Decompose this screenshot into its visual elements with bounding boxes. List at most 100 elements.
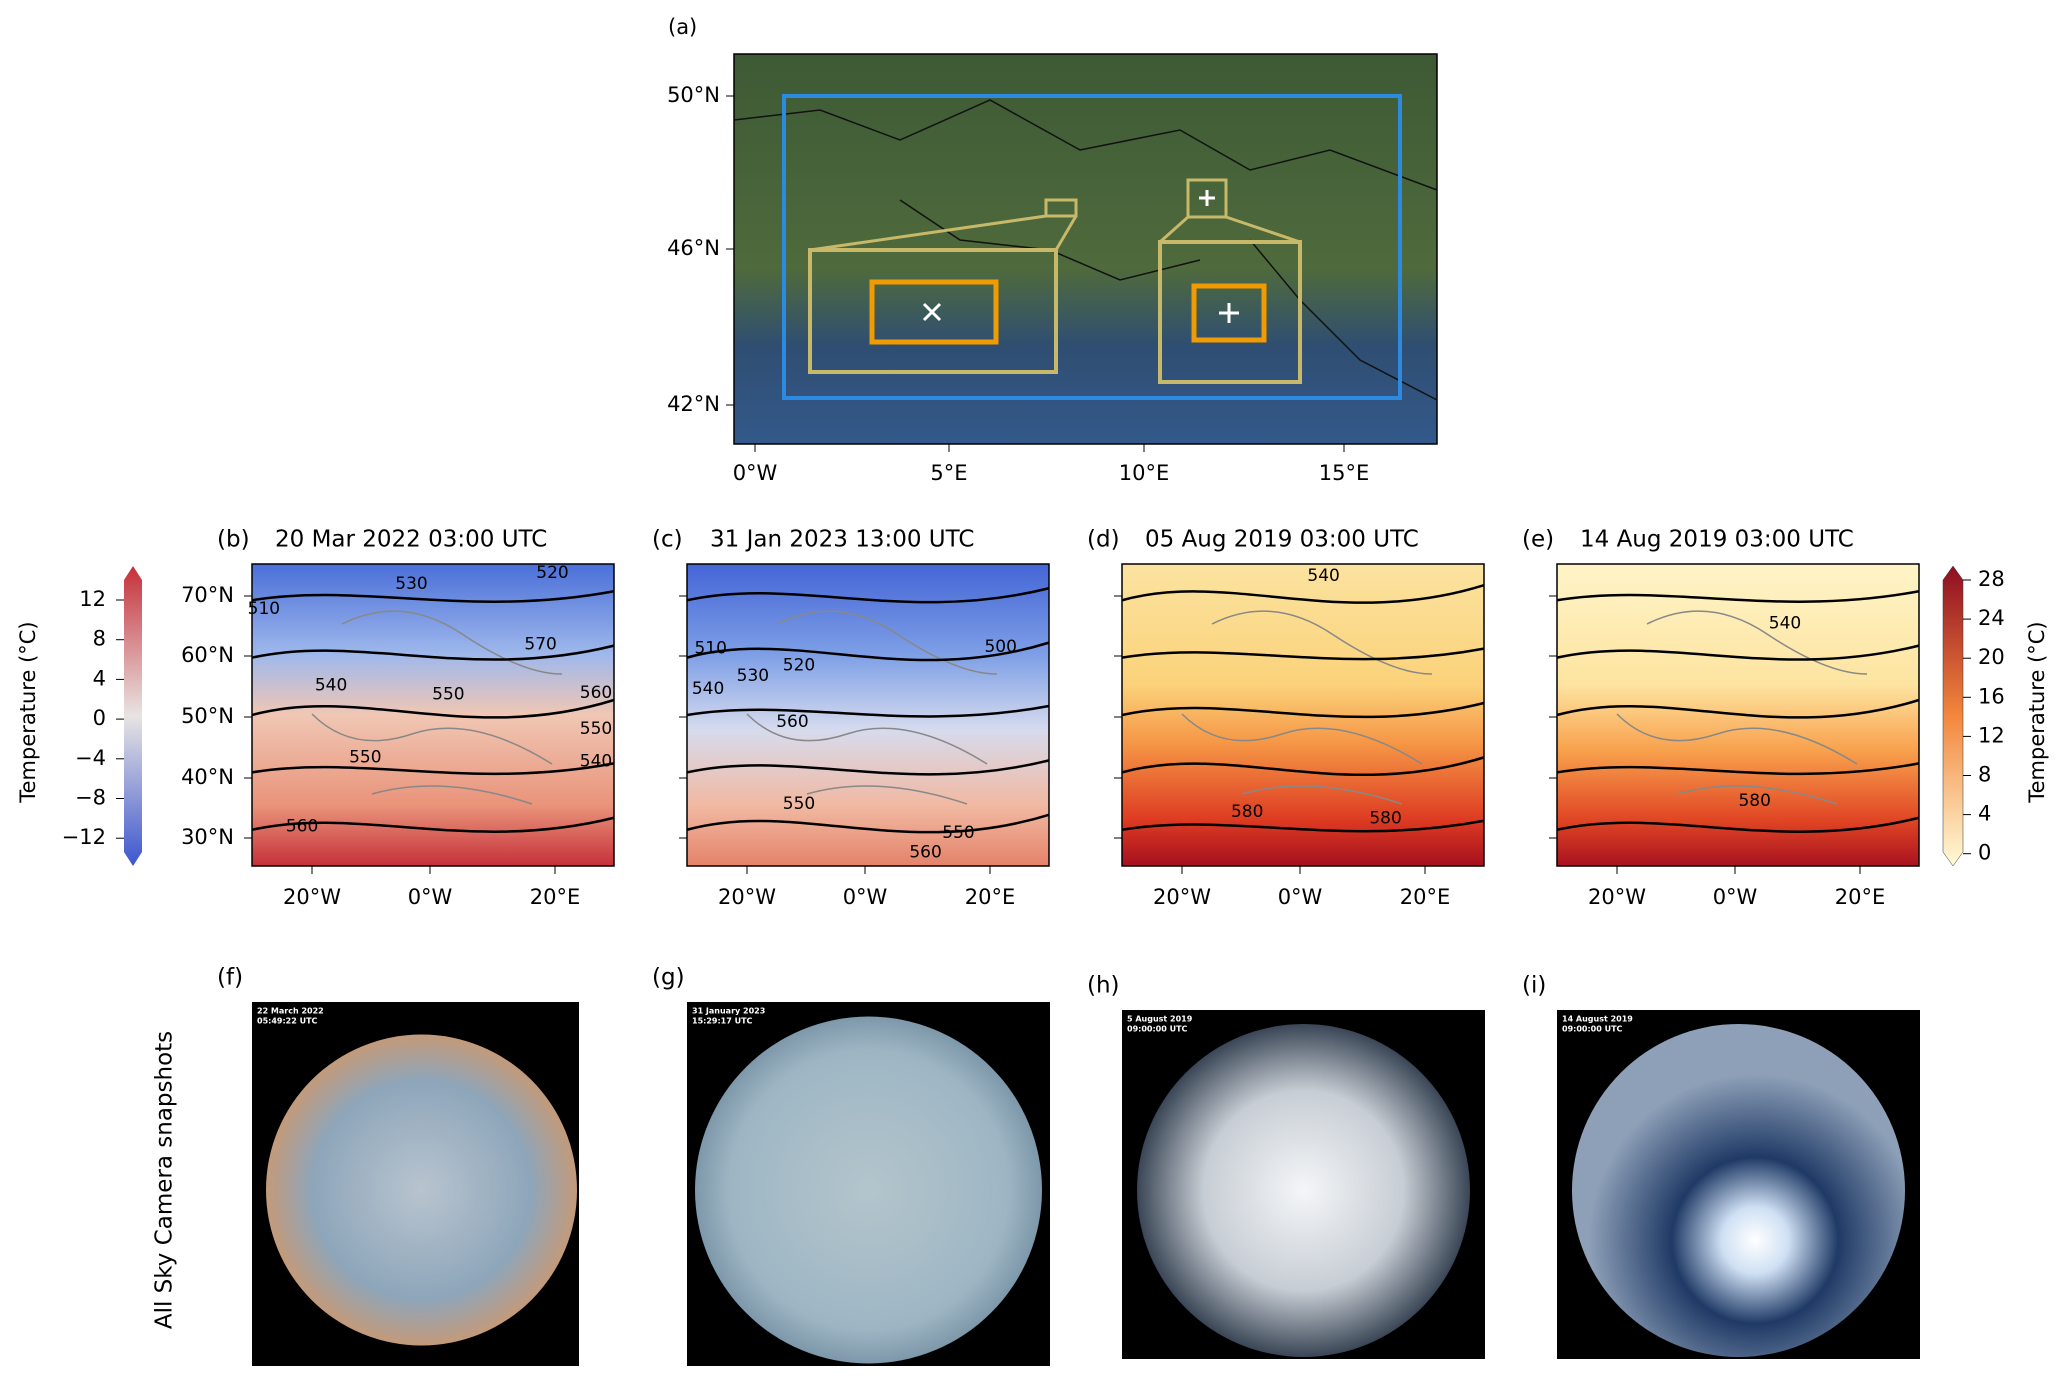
y-tick-label: 60°N xyxy=(181,643,234,667)
colorbar-tick-label: 0 xyxy=(93,706,106,730)
site-marker xyxy=(1199,190,1239,323)
colorbar-tick-label: 4 xyxy=(1978,802,1991,826)
x-tick-label: 20°E xyxy=(530,885,581,909)
camera-date: 22 March 2022 xyxy=(257,1007,324,1016)
contour xyxy=(1121,701,1485,719)
contour xyxy=(1556,698,1920,719)
colorbar-tick-label: 12 xyxy=(1978,723,2005,747)
contour-label: 560 xyxy=(580,683,612,703)
contour-label: 560 xyxy=(909,843,941,863)
contour xyxy=(1121,819,1485,833)
camera-time: 09:00:00 UTC xyxy=(1562,1025,1623,1034)
y-tick-label: 70°N xyxy=(181,583,234,607)
zoom-box xyxy=(808,248,1058,374)
contour xyxy=(1556,590,1920,603)
row-label: All Sky Camera snapshots xyxy=(152,1031,178,1329)
y-tick-label: 40°N xyxy=(181,765,234,789)
y-tick-label: 50°N xyxy=(667,83,720,107)
contour-label: 530 xyxy=(395,574,427,594)
contour xyxy=(251,698,615,719)
x-tick-label: 20°W xyxy=(718,885,776,909)
panel-title: 05 Aug 2019 03:00 UTC xyxy=(1145,527,1419,553)
domain-box xyxy=(782,94,1402,400)
x-tick-label: 0°W xyxy=(1278,885,1323,909)
x-tick-label: 15°E xyxy=(1319,461,1370,485)
contour-label: 540 xyxy=(580,752,612,772)
site-area xyxy=(869,279,999,345)
zoom-box xyxy=(1158,240,1302,384)
camera-date: 5 August 2019 xyxy=(1127,1015,1193,1024)
contour-label: 530 xyxy=(737,666,769,686)
zoom-line xyxy=(1159,215,1301,244)
panel-label: (h) xyxy=(1087,973,1120,999)
x-tick-label: 20°W xyxy=(283,885,341,909)
panel-label: (d) xyxy=(1087,527,1120,553)
x-tick-label: 20°E xyxy=(965,885,1016,909)
colorbar-tick-label: 20 xyxy=(1978,645,2005,669)
x-tick-label: 5°E xyxy=(930,461,967,485)
panel-label: (e) xyxy=(1522,527,1554,553)
coastlines xyxy=(311,610,563,805)
contour-label: 540 xyxy=(1769,613,1801,633)
contour-label: 520 xyxy=(783,655,815,675)
contour-label: 500 xyxy=(984,637,1016,657)
contour xyxy=(686,759,1050,776)
contour xyxy=(1121,756,1485,777)
panel-label: (g) xyxy=(652,965,685,991)
x-tick-label: 0°W xyxy=(408,885,453,909)
contour xyxy=(251,816,615,833)
panel-title: 31 Jan 2023 13:00 UTC xyxy=(710,527,974,553)
contour-label: 550 xyxy=(349,748,381,768)
contour xyxy=(251,644,615,661)
map-frame xyxy=(686,563,1050,867)
colorbar-tick-label: 28 xyxy=(1978,567,2005,591)
map-frame xyxy=(251,563,615,867)
colorbar-tick-label: 4 xyxy=(93,666,106,690)
colorbar-tick-label: 0 xyxy=(1978,841,1991,865)
contour-label: 560 xyxy=(286,816,318,836)
colorbar-tick-label: 16 xyxy=(1978,684,2005,708)
contour xyxy=(686,704,1050,718)
colorbar-tick-label: 24 xyxy=(1978,606,2005,630)
map-frame xyxy=(1556,563,1920,867)
contour-label: 520 xyxy=(536,563,568,583)
contour xyxy=(1121,647,1485,661)
contour-label: 540 xyxy=(315,675,347,695)
contour-label: 560 xyxy=(776,712,808,732)
colorbar-left xyxy=(124,566,142,866)
x-tick-label: 10°E xyxy=(1119,461,1170,485)
panel-label: (c) xyxy=(652,527,683,553)
colorbar-tick-label: −4 xyxy=(75,746,106,770)
panel-label: (a) xyxy=(668,15,697,39)
y-tick-label: 50°N xyxy=(181,704,234,728)
camera-time: 05:49:22 UTC xyxy=(257,1017,318,1026)
contour-label: 580 xyxy=(1369,808,1401,828)
coastlines xyxy=(1181,610,1433,805)
y-tick-label: 46°N xyxy=(667,236,720,260)
contour xyxy=(1556,644,1920,661)
contour xyxy=(686,587,1050,604)
x-tick-label: 20°W xyxy=(1153,885,1211,909)
map-frame xyxy=(1121,563,1485,867)
contour-label: 550 xyxy=(580,719,612,739)
x-tick-label: 20°W xyxy=(1588,885,1646,909)
x-tick-label: 0°W xyxy=(1713,885,1758,909)
colorbar-tick-label: −12 xyxy=(62,825,106,849)
contour-label: 510 xyxy=(248,599,280,619)
colorbar-label: Temperature (°C) xyxy=(16,621,40,803)
camera-date: 31 January 2023 xyxy=(692,1007,765,1016)
panel-label: (i) xyxy=(1522,973,1546,999)
colorbar-tick-label: 8 xyxy=(93,627,106,651)
contour-label: 550 xyxy=(942,823,974,843)
contour-label: 550 xyxy=(432,684,464,704)
colorbar-tick-label: 12 xyxy=(79,587,106,611)
camera-time: 09:00:00 UTC xyxy=(1127,1025,1188,1034)
panel-title: 14 Aug 2019 03:00 UTC xyxy=(1580,527,1854,553)
sky-image xyxy=(266,1034,577,1346)
contour xyxy=(1121,584,1485,604)
colorbar-tick-label: 8 xyxy=(1978,763,1991,787)
colorbar-label: Temperature (°C) xyxy=(2025,621,2049,803)
x-tick-label: 0°W xyxy=(733,461,778,485)
